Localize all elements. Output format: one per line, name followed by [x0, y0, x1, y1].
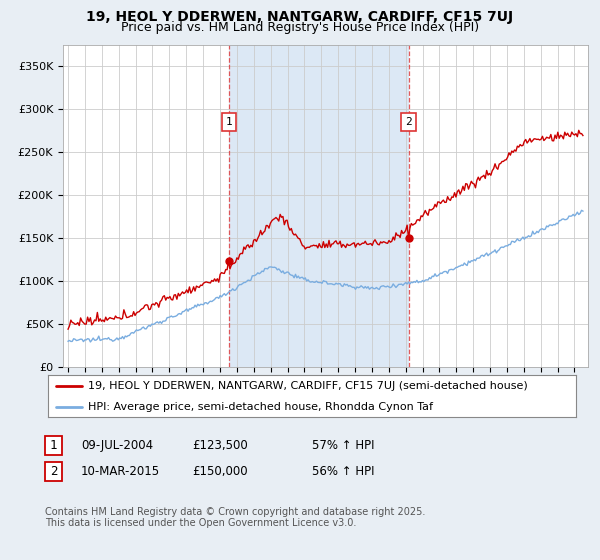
Text: 56% ↑ HPI: 56% ↑ HPI [312, 465, 374, 478]
Text: 1: 1 [50, 438, 57, 452]
Text: 10-MAR-2015: 10-MAR-2015 [81, 465, 160, 478]
Bar [229, 45, 409, 367]
Text: HPI: Average price, semi-detached house, Rhondda Cynon Taf: HPI: Average price, semi-detached house,… [88, 402, 433, 412]
Text: £150,000: £150,000 [192, 465, 248, 478]
Text: Contains HM Land Registry data © Crown copyright and database right 2025.
This d: Contains HM Land Registry data © Crown c… [45, 507, 425, 529]
Text: 57% ↑ HPI: 57% ↑ HPI [312, 438, 374, 452]
Text: 2: 2 [50, 465, 57, 478]
Text: 19, HEOL Y DDERWEN, NANTGARW, CARDIFF, CF15 7UJ (semi-detached house): 19, HEOL Y DDERWEN, NANTGARW, CARDIFF, C… [88, 381, 527, 391]
Text: 1: 1 [226, 117, 232, 127]
Text: 2: 2 [405, 117, 412, 127]
Text: 09-JUL-2004: 09-JUL-2004 [81, 438, 153, 452]
Text: Price paid vs. HM Land Registry's House Price Index (HPI): Price paid vs. HM Land Registry's House … [121, 21, 479, 34]
Text: £123,500: £123,500 [192, 438, 248, 452]
Text: 19, HEOL Y DDERWEN, NANTGARW, CARDIFF, CF15 7UJ: 19, HEOL Y DDERWEN, NANTGARW, CARDIFF, C… [86, 10, 514, 24]
